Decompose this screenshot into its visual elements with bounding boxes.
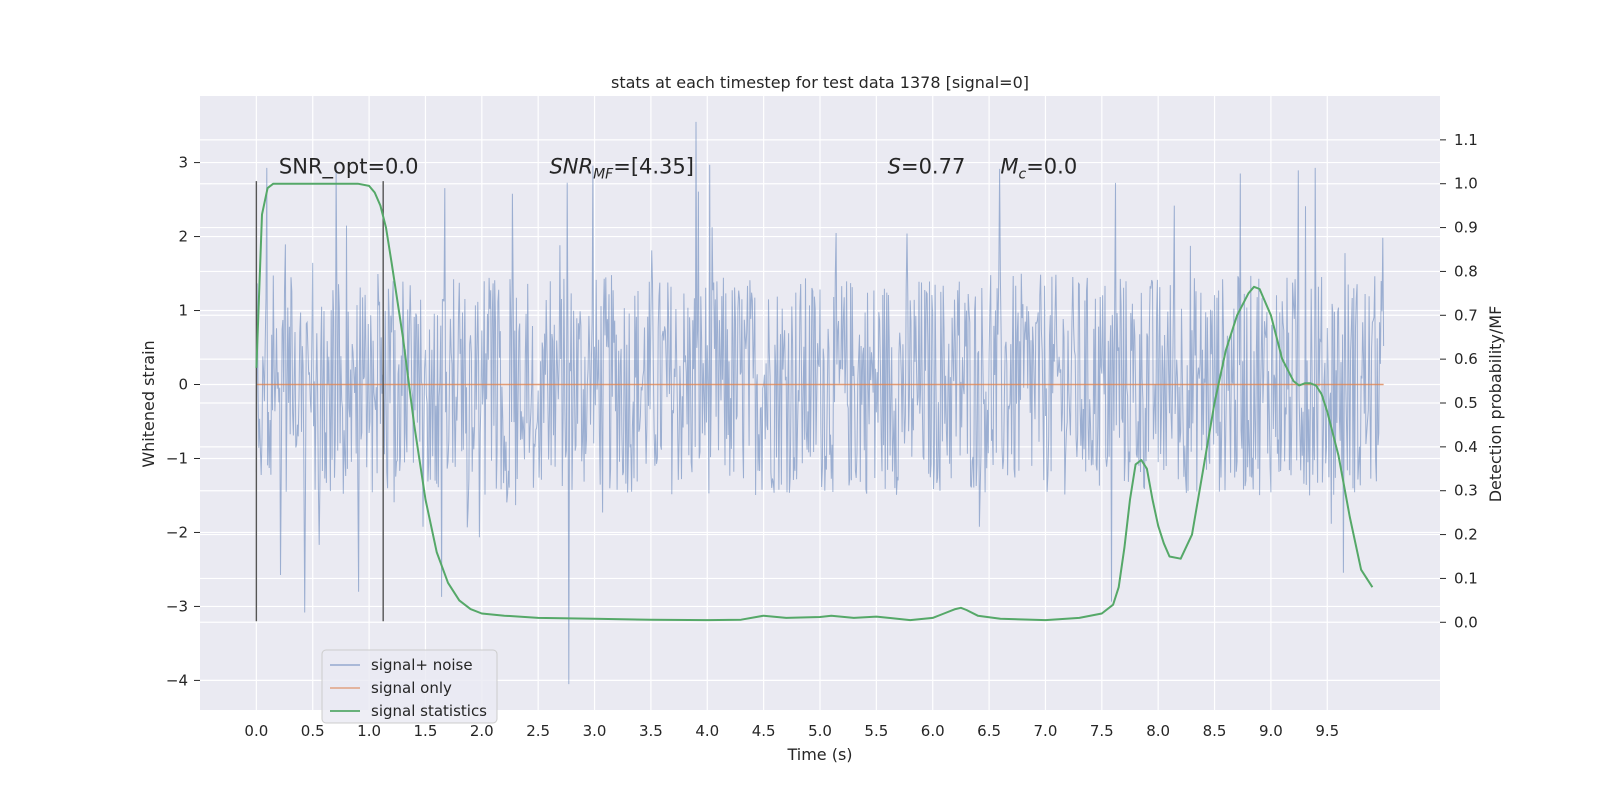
legend: signal+ noise signal only signal statist… [321, 649, 498, 724]
series-signal-noise [255, 121, 1385, 685]
y-right-tick-label: 0.2 [1454, 526, 1478, 544]
vertical-markers [255, 181, 384, 622]
legend-label-signal-statistics: signal statistics [371, 702, 487, 720]
x-tick-label: 1.5 [414, 722, 438, 740]
y-tick-label: 3 [178, 154, 188, 172]
x-tick-label: 4.5 [752, 722, 776, 740]
x-axis-label: Time (s) [786, 745, 852, 764]
y-right-tick-label: 0.4 [1454, 438, 1478, 456]
y-axis-label: Whitened strain [139, 340, 158, 467]
x-tick-label: 9.0 [1259, 722, 1283, 740]
legend-label-signal-noise: signal+ noise [371, 656, 473, 674]
chart-title: stats at each timestep for test data 137… [611, 73, 1029, 92]
legend-label-signal-only: signal only [371, 679, 452, 697]
x-tick-label: 2.0 [470, 722, 494, 740]
legend-frame [321, 649, 498, 724]
x-tick-label: 1.0 [357, 722, 381, 740]
x-tick-label: 8.5 [1203, 722, 1227, 740]
y-right-tick-label: 1.0 [1454, 175, 1478, 193]
annotations: SNR_opt=0.0 SNRMF=[4.35] S=0.77 Mc=0.0 [279, 155, 1077, 183]
signal-statistics-line [255, 182, 1374, 622]
x-tick-label: 6.5 [977, 722, 1001, 740]
y-right-tick-label: 0.8 [1454, 262, 1478, 280]
y-right-tick-label: 0.9 [1454, 219, 1478, 237]
x-tick-label: 8.0 [1146, 722, 1170, 740]
y-tick-label: 0 [178, 376, 188, 394]
y-right-tick-label: 0.7 [1454, 306, 1478, 324]
y-tick-label: −1 [166, 449, 188, 467]
y-tick-label: 1 [178, 302, 188, 320]
y-right-tick-label: 0.5 [1454, 394, 1478, 412]
x-tick-label: 9.5 [1315, 722, 1339, 740]
y-right-axis-label: Detection probability/MF [1486, 306, 1505, 503]
x-tick-label: 3.0 [583, 722, 607, 740]
y-right-tick-label: 0.0 [1454, 613, 1478, 631]
y-tick-label: −2 [166, 523, 188, 541]
y-tick-label: −4 [166, 671, 188, 689]
y-right-tick-label: 1.1 [1454, 131, 1478, 149]
y-tick-label: 2 [178, 228, 188, 246]
ticks: 0.0 0.5 1.0 1.5 2.0 2.5 3.0 3.5 4.0 4.5 5.0 5.5 6.0 6… [166, 131, 1478, 740]
annotation-snr-opt: SNR_opt=0.0 [279, 155, 419, 180]
x-tick-label: 4.0 [695, 722, 719, 740]
y-right-tick-label: 0.6 [1454, 350, 1478, 368]
x-tick-label: 5.0 [808, 722, 832, 740]
x-tick-label: 0.5 [301, 722, 325, 740]
x-tick-label: 2.5 [526, 722, 550, 740]
x-tick-label: 0.0 [244, 722, 268, 740]
annotation-s-stat: S=0.77 [888, 155, 966, 179]
x-tick-label: 6.0 [921, 722, 945, 740]
series-signal-statistics [255, 182, 1374, 622]
x-tick-label: 7.5 [1090, 722, 1114, 740]
y-right-tick-label: 0.1 [1454, 569, 1478, 587]
annotation-snr-mf: SNRMF=[4.35] [549, 155, 694, 183]
x-tick-label: 3.5 [639, 722, 663, 740]
signal-noise-line [255, 121, 1385, 685]
x-tick-label: 7.0 [1034, 722, 1058, 740]
x-tick-label: 5.5 [864, 722, 888, 740]
annotation-mc: Mc=0.0 [1000, 155, 1077, 183]
y-right-tick-label: 0.3 [1454, 482, 1478, 500]
y-tick-label: −3 [166, 597, 188, 615]
